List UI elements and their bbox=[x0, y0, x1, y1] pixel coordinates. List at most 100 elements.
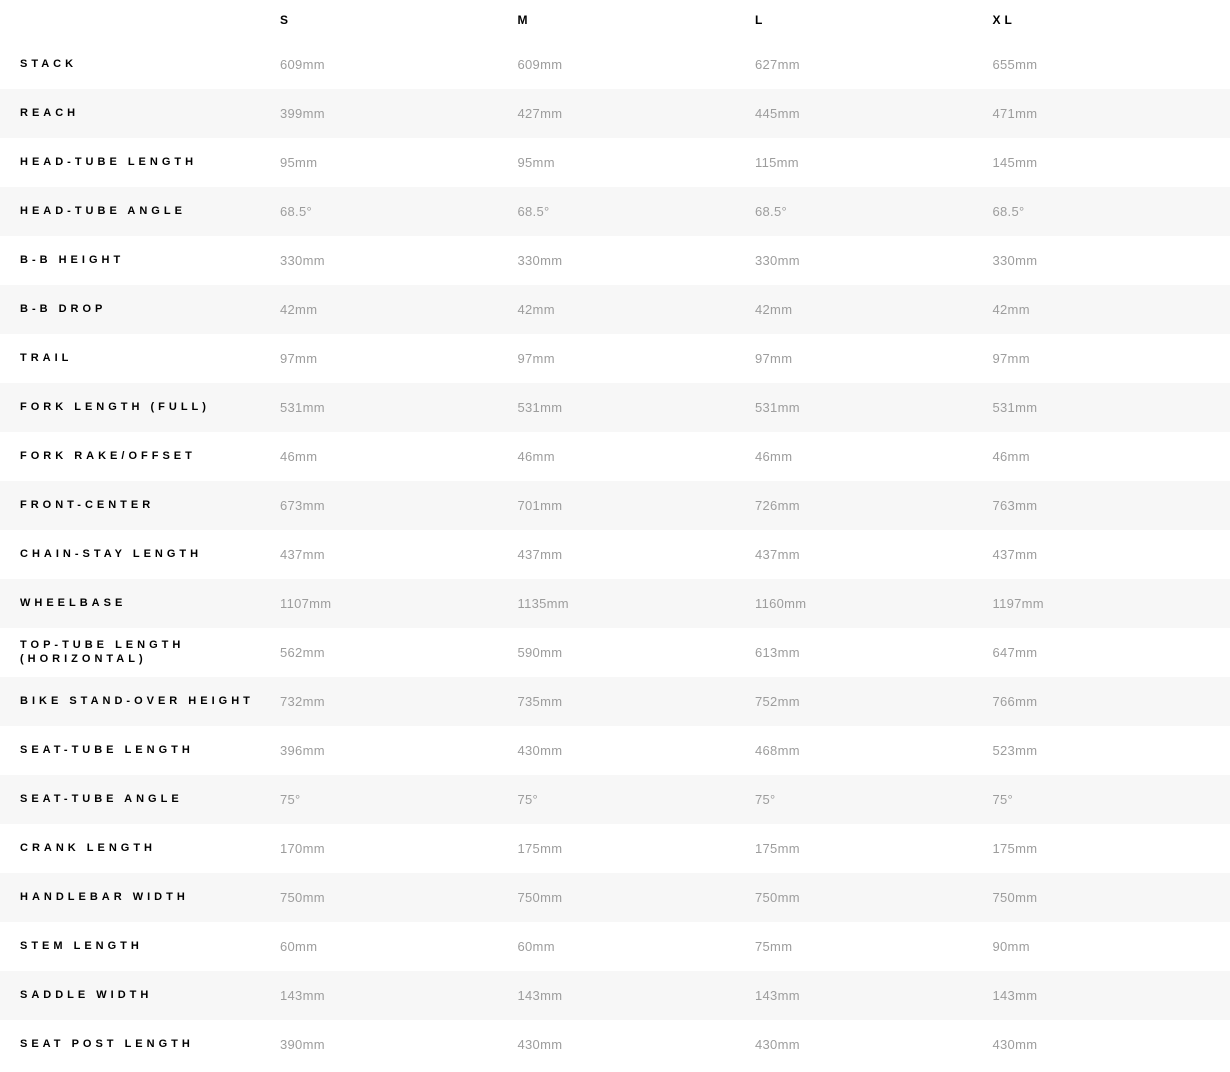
table-row: B-B HEIGHT330mm330mm330mm330mm bbox=[0, 236, 1230, 285]
cell-value: 97mm bbox=[993, 351, 1230, 366]
cell-value: 437mm bbox=[280, 547, 518, 562]
table-row: FORK LENGTH (FULL)531mm531mm531mm531mm bbox=[0, 383, 1230, 432]
cell-value: 68.5° bbox=[518, 204, 756, 219]
cell-value: 1135mm bbox=[518, 596, 756, 611]
table-row: FRONT-CENTER673mm701mm726mm763mm bbox=[0, 481, 1230, 530]
row-label: SEAT-TUBE ANGLE bbox=[0, 793, 280, 807]
cell-value: 60mm bbox=[280, 939, 518, 954]
cell-value: 68.5° bbox=[755, 204, 993, 219]
cell-value: 647mm bbox=[993, 645, 1230, 660]
cell-value: 97mm bbox=[280, 351, 518, 366]
table-row: TRAIL97mm97mm97mm97mm bbox=[0, 334, 1230, 383]
table-row: HANDLEBAR WIDTH750mm750mm750mm750mm bbox=[0, 873, 1230, 922]
row-label: HEAD-TUBE ANGLE bbox=[0, 205, 280, 219]
table-row: REACH399mm427mm445mm471mm bbox=[0, 89, 1230, 138]
row-label: FORK RAKE/OFFSET bbox=[0, 450, 280, 464]
row-label: HEAD-TUBE LENGTH bbox=[0, 156, 280, 170]
table-row: FORK RAKE/OFFSET46mm46mm46mm46mm bbox=[0, 432, 1230, 481]
cell-value: 396mm bbox=[280, 743, 518, 758]
cell-value: 613mm bbox=[755, 645, 993, 660]
cell-value: 531mm bbox=[518, 400, 756, 415]
cell-value: 609mm bbox=[280, 57, 518, 72]
cell-value: 75° bbox=[518, 792, 756, 807]
cell-value: 330mm bbox=[755, 253, 993, 268]
cell-value: 468mm bbox=[755, 743, 993, 758]
cell-value: 437mm bbox=[993, 547, 1230, 562]
cell-value: 732mm bbox=[280, 694, 518, 709]
cell-value: 471mm bbox=[993, 106, 1230, 121]
cell-value: 627mm bbox=[755, 57, 993, 72]
row-label: CHAIN-STAY LENGTH bbox=[0, 548, 280, 562]
column-header: S bbox=[280, 13, 518, 27]
cell-value: 97mm bbox=[518, 351, 756, 366]
cell-value: 75° bbox=[993, 792, 1230, 807]
table-row: SEAT-TUBE LENGTH396mm430mm468mm523mm bbox=[0, 726, 1230, 775]
cell-value: 655mm bbox=[993, 57, 1230, 72]
cell-value: 1107mm bbox=[280, 596, 518, 611]
cell-value: 750mm bbox=[280, 890, 518, 905]
cell-value: 75° bbox=[280, 792, 518, 807]
cell-value: 701mm bbox=[518, 498, 756, 513]
column-header: XL bbox=[993, 13, 1230, 27]
cell-value: 430mm bbox=[518, 743, 756, 758]
cell-value: 437mm bbox=[518, 547, 756, 562]
cell-value: 726mm bbox=[755, 498, 993, 513]
cell-value: 97mm bbox=[755, 351, 993, 366]
table-row: B-B DROP42mm42mm42mm42mm bbox=[0, 285, 1230, 334]
table-row: SADDLE WIDTH143mm143mm143mm143mm bbox=[0, 971, 1230, 1020]
cell-value: 752mm bbox=[755, 694, 993, 709]
cell-value: 75mm bbox=[755, 939, 993, 954]
column-header: L bbox=[755, 13, 993, 27]
cell-value: 75° bbox=[755, 792, 993, 807]
cell-value: 609mm bbox=[518, 57, 756, 72]
cell-value: 330mm bbox=[993, 253, 1230, 268]
column-header: M bbox=[518, 13, 756, 27]
cell-value: 143mm bbox=[993, 988, 1230, 1003]
cell-value: 330mm bbox=[518, 253, 756, 268]
cell-value: 46mm bbox=[993, 449, 1230, 464]
cell-value: 143mm bbox=[518, 988, 756, 1003]
cell-value: 763mm bbox=[993, 498, 1230, 513]
cell-value: 531mm bbox=[993, 400, 1230, 415]
row-label: B-B DROP bbox=[0, 303, 280, 317]
row-label: WHEELBASE bbox=[0, 597, 280, 611]
row-label: FORK LENGTH (FULL) bbox=[0, 401, 280, 415]
row-label: TOP-TUBE LENGTH (HORIZONTAL) bbox=[0, 639, 280, 667]
cell-value: 145mm bbox=[993, 155, 1230, 170]
table-row: CHAIN-STAY LENGTH437mm437mm437mm437mm bbox=[0, 530, 1230, 579]
cell-value: 430mm bbox=[993, 1037, 1230, 1052]
cell-value: 735mm bbox=[518, 694, 756, 709]
cell-value: 399mm bbox=[280, 106, 518, 121]
table-row: STACK609mm609mm627mm655mm bbox=[0, 40, 1230, 89]
table-row: HEAD-TUBE LENGTH95mm95mm115mm145mm bbox=[0, 138, 1230, 187]
cell-value: 437mm bbox=[755, 547, 993, 562]
cell-value: 143mm bbox=[755, 988, 993, 1003]
row-label: SEAT-TUBE LENGTH bbox=[0, 744, 280, 758]
cell-value: 42mm bbox=[993, 302, 1230, 317]
table-row: STEM LENGTH60mm60mm75mm90mm bbox=[0, 922, 1230, 971]
cell-value: 430mm bbox=[755, 1037, 993, 1052]
row-label: BIKE STAND-OVER HEIGHT bbox=[0, 695, 280, 709]
cell-value: 590mm bbox=[518, 645, 756, 660]
table-header-row: S M L XL bbox=[0, 0, 1230, 40]
cell-value: 42mm bbox=[280, 302, 518, 317]
row-label: FRONT-CENTER bbox=[0, 499, 280, 513]
cell-value: 95mm bbox=[280, 155, 518, 170]
cell-value: 175mm bbox=[993, 841, 1230, 856]
table-row: CRANK LENGTH170mm175mm175mm175mm bbox=[0, 824, 1230, 873]
cell-value: 531mm bbox=[755, 400, 993, 415]
table-row: SEAT POST LENGTH390mm430mm430mm430mm bbox=[0, 1020, 1230, 1069]
cell-value: 750mm bbox=[518, 890, 756, 905]
cell-value: 170mm bbox=[280, 841, 518, 856]
cell-value: 750mm bbox=[993, 890, 1230, 905]
cell-value: 430mm bbox=[518, 1037, 756, 1052]
cell-value: 46mm bbox=[755, 449, 993, 464]
row-label: REACH bbox=[0, 107, 280, 121]
cell-value: 143mm bbox=[280, 988, 518, 1003]
cell-value: 68.5° bbox=[993, 204, 1230, 219]
table-row: WHEELBASE1107mm1135mm1160mm1197mm bbox=[0, 579, 1230, 628]
row-label: STACK bbox=[0, 58, 280, 72]
cell-value: 60mm bbox=[518, 939, 756, 954]
table-row: SEAT-TUBE ANGLE75°75°75°75° bbox=[0, 775, 1230, 824]
cell-value: 673mm bbox=[280, 498, 518, 513]
